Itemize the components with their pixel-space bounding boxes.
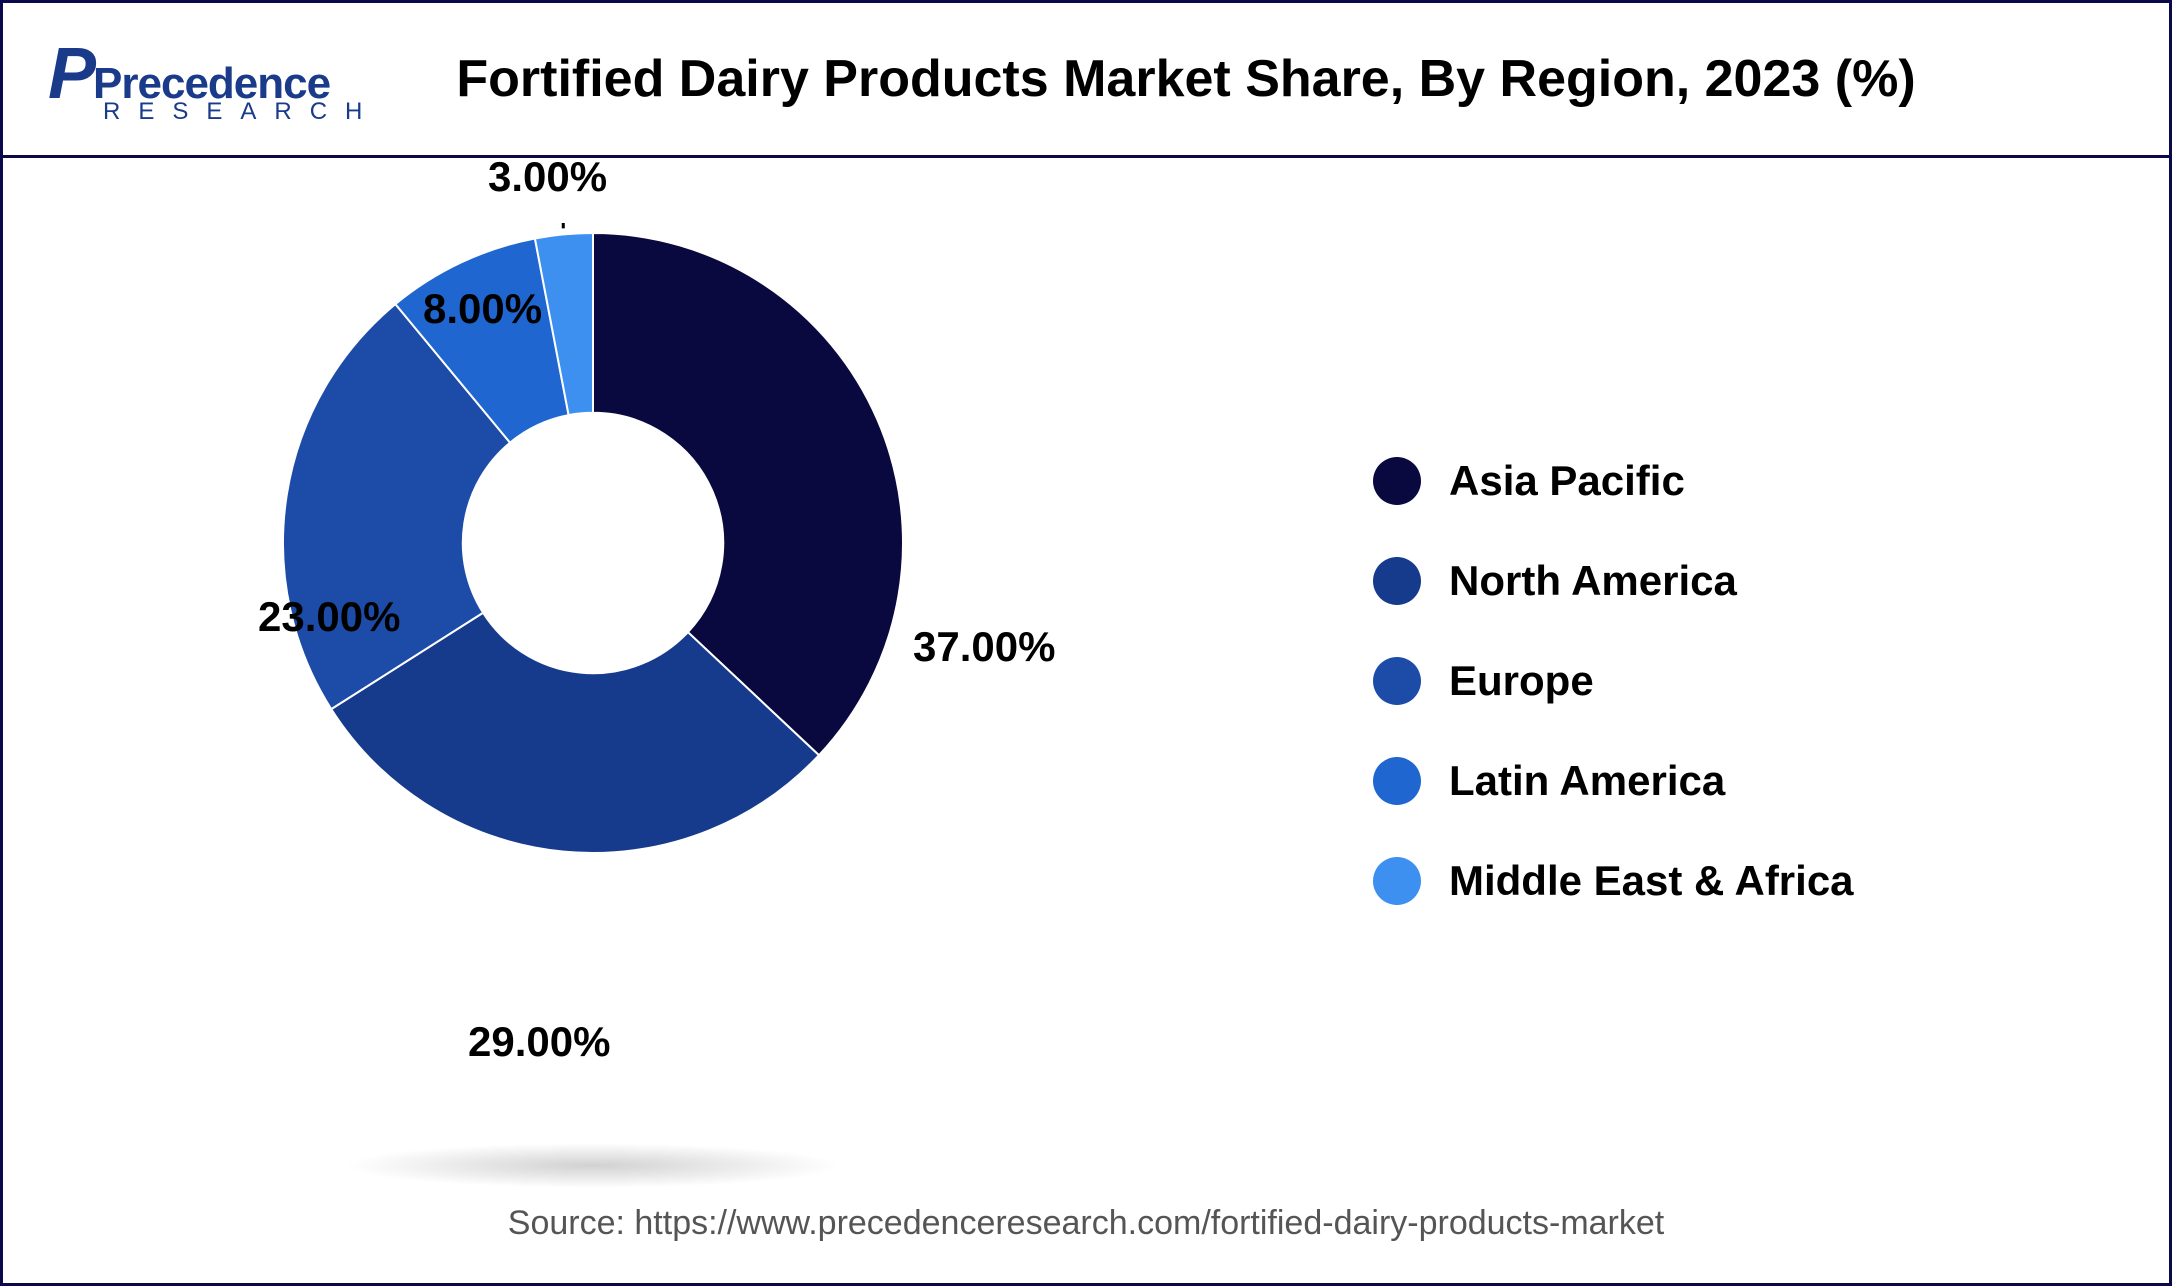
slice-value-label: 37.00% [913, 623, 1055, 671]
donut-svg [273, 223, 913, 863]
legend-dot [1373, 557, 1421, 605]
legend-dot [1373, 657, 1421, 705]
donut-chart: 37.00%29.00%23.00%8.00%3.00% [273, 223, 913, 863]
legend-label: Asia Pacific [1449, 457, 1685, 505]
legend-label: Middle East & Africa [1449, 857, 1854, 905]
leader-line [563, 223, 623, 228]
source-text: Source: https://www.precedenceresearch.c… [3, 1204, 2169, 1243]
legend: Asia Pacific North America Europe Latin Ame… [1373, 457, 1854, 905]
legend-item: Europe [1373, 657, 1854, 705]
slice-value-label: 23.00% [258, 593, 400, 641]
chart-container: PPrecedence RESEARCH Fortified Dairy Pro… [0, 0, 2172, 1286]
slice-value-label: 29.00% [468, 1018, 610, 1066]
header: PPrecedence RESEARCH Fortified Dairy Pro… [3, 3, 2169, 158]
legend-dot [1373, 757, 1421, 805]
legend-label: North America [1449, 557, 1737, 605]
legend-item: Middle East & Africa [1373, 857, 1854, 905]
legend-dot [1373, 457, 1421, 505]
legend-item: Asia Pacific [1373, 457, 1854, 505]
logo-subtext: RESEARCH [103, 98, 380, 126]
legend-label: Europe [1449, 657, 1594, 705]
legend-dot [1373, 857, 1421, 905]
chart-shadow [343, 1143, 843, 1188]
slice-value-label: 8.00% [423, 285, 542, 333]
logo-mark: P [48, 33, 93, 115]
legend-item: Latin America [1373, 757, 1854, 805]
slice-value-label: 3.00% [488, 153, 607, 201]
legend-label: Latin America [1449, 757, 1725, 805]
legend-item: North America [1373, 557, 1854, 605]
